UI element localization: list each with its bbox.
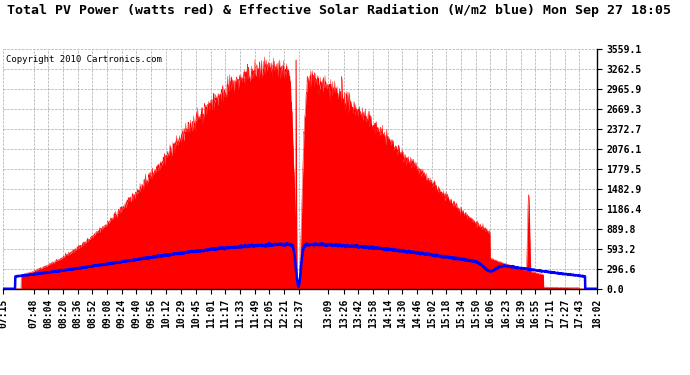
Text: Total PV Power (watts red) & Effective Solar Radiation (W/m2 blue) Mon Sep 27 18: Total PV Power (watts red) & Effective S…	[7, 4, 671, 17]
Text: Copyright 2010 Cartronics.com: Copyright 2010 Cartronics.com	[6, 55, 162, 64]
